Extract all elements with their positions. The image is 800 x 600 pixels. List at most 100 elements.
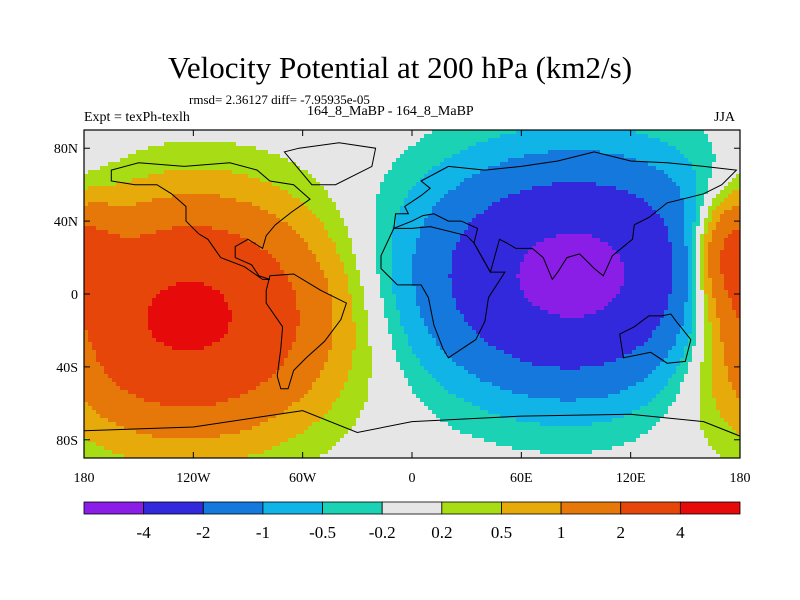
field-cell <box>460 430 649 435</box>
field-cell <box>292 346 333 351</box>
field-cell <box>712 282 725 287</box>
field-cell <box>536 242 609 247</box>
field-cell <box>412 254 453 259</box>
field-cell <box>296 162 393 167</box>
field-cell <box>380 282 393 287</box>
field-cell <box>672 246 689 251</box>
field-cell <box>420 138 489 143</box>
field-cell <box>228 230 297 235</box>
field-cell <box>660 318 685 323</box>
field-cell <box>688 274 693 279</box>
field-cell <box>324 226 349 231</box>
field-cell <box>88 170 165 175</box>
field-cell <box>84 174 149 179</box>
field-cell <box>420 306 457 311</box>
field-cell <box>708 274 725 279</box>
field-cell <box>92 346 173 351</box>
field-cell <box>692 238 697 243</box>
field-cell <box>704 130 740 135</box>
field-cell <box>696 230 705 235</box>
field-cell <box>360 274 381 279</box>
field-cell <box>84 402 89 407</box>
field-cell <box>472 174 669 179</box>
field-cell <box>668 238 685 243</box>
field-cell <box>716 406 740 411</box>
field-cell <box>680 194 697 199</box>
field-cell <box>692 290 697 295</box>
field-cell <box>688 334 697 339</box>
field-cell <box>152 334 225 339</box>
field-cell <box>384 298 397 303</box>
field-cell <box>624 266 673 271</box>
field-cell <box>584 314 665 319</box>
field-cell <box>456 306 541 311</box>
field-cell <box>600 238 669 243</box>
field-cell <box>332 446 513 451</box>
field-cell <box>596 182 677 187</box>
field-cell <box>372 358 397 363</box>
field-cell <box>688 250 693 255</box>
field-cell <box>332 318 353 323</box>
field-cell <box>84 182 117 187</box>
field-cell <box>148 306 229 311</box>
field-cell <box>548 150 601 155</box>
field-cell <box>708 270 721 275</box>
field-cell <box>452 270 521 275</box>
field-cell <box>232 170 309 175</box>
field-cell <box>624 278 673 283</box>
field-cell <box>344 222 377 227</box>
field-cell <box>680 186 697 191</box>
velocity-potential-field <box>84 130 740 458</box>
field-cell <box>716 310 737 315</box>
field-cell <box>600 150 681 155</box>
field-cell <box>136 150 269 155</box>
field-cell <box>732 302 740 307</box>
field-cell <box>396 350 413 355</box>
field-cell <box>704 430 737 435</box>
field-cell <box>376 266 393 271</box>
field-cell <box>728 374 740 379</box>
field-cell <box>576 398 653 403</box>
field-cell <box>316 258 341 263</box>
field-cell <box>280 262 321 267</box>
field-cell <box>320 374 349 379</box>
field-cell <box>356 254 377 259</box>
field-cell <box>84 426 125 431</box>
field-cell <box>304 202 337 207</box>
colorbar-swatch <box>262 501 323 515</box>
field-cell <box>696 214 701 219</box>
field-cell <box>692 234 697 239</box>
field-cell <box>712 238 725 243</box>
coastline <box>380 226 506 359</box>
colorbar-label: -1 <box>256 523 270 542</box>
field-cell <box>84 242 257 247</box>
field-cell <box>148 314 233 319</box>
field-cell <box>668 350 685 355</box>
field-cell <box>396 222 425 227</box>
field-cell <box>432 206 489 211</box>
field-cell <box>680 390 701 395</box>
field-cell <box>648 402 673 407</box>
field-cell <box>84 138 421 143</box>
field-cell <box>672 290 689 295</box>
field-cell <box>704 270 709 275</box>
field-cell <box>84 270 285 275</box>
field-cell <box>724 362 740 367</box>
field-cell <box>372 346 393 351</box>
field-cell <box>376 206 401 211</box>
field-cell <box>712 290 729 295</box>
field-cell <box>148 174 249 179</box>
field-cell <box>368 390 413 395</box>
field-cell <box>616 294 669 299</box>
field-cell <box>432 334 481 339</box>
field-cell <box>672 258 689 263</box>
field-cell <box>592 422 657 427</box>
field-cell <box>500 386 629 391</box>
field-cell <box>104 366 281 371</box>
field-cell <box>720 454 740 458</box>
field-cell <box>692 274 697 279</box>
field-cell <box>520 262 625 267</box>
field-cell <box>488 206 653 211</box>
field-cell <box>228 326 297 331</box>
